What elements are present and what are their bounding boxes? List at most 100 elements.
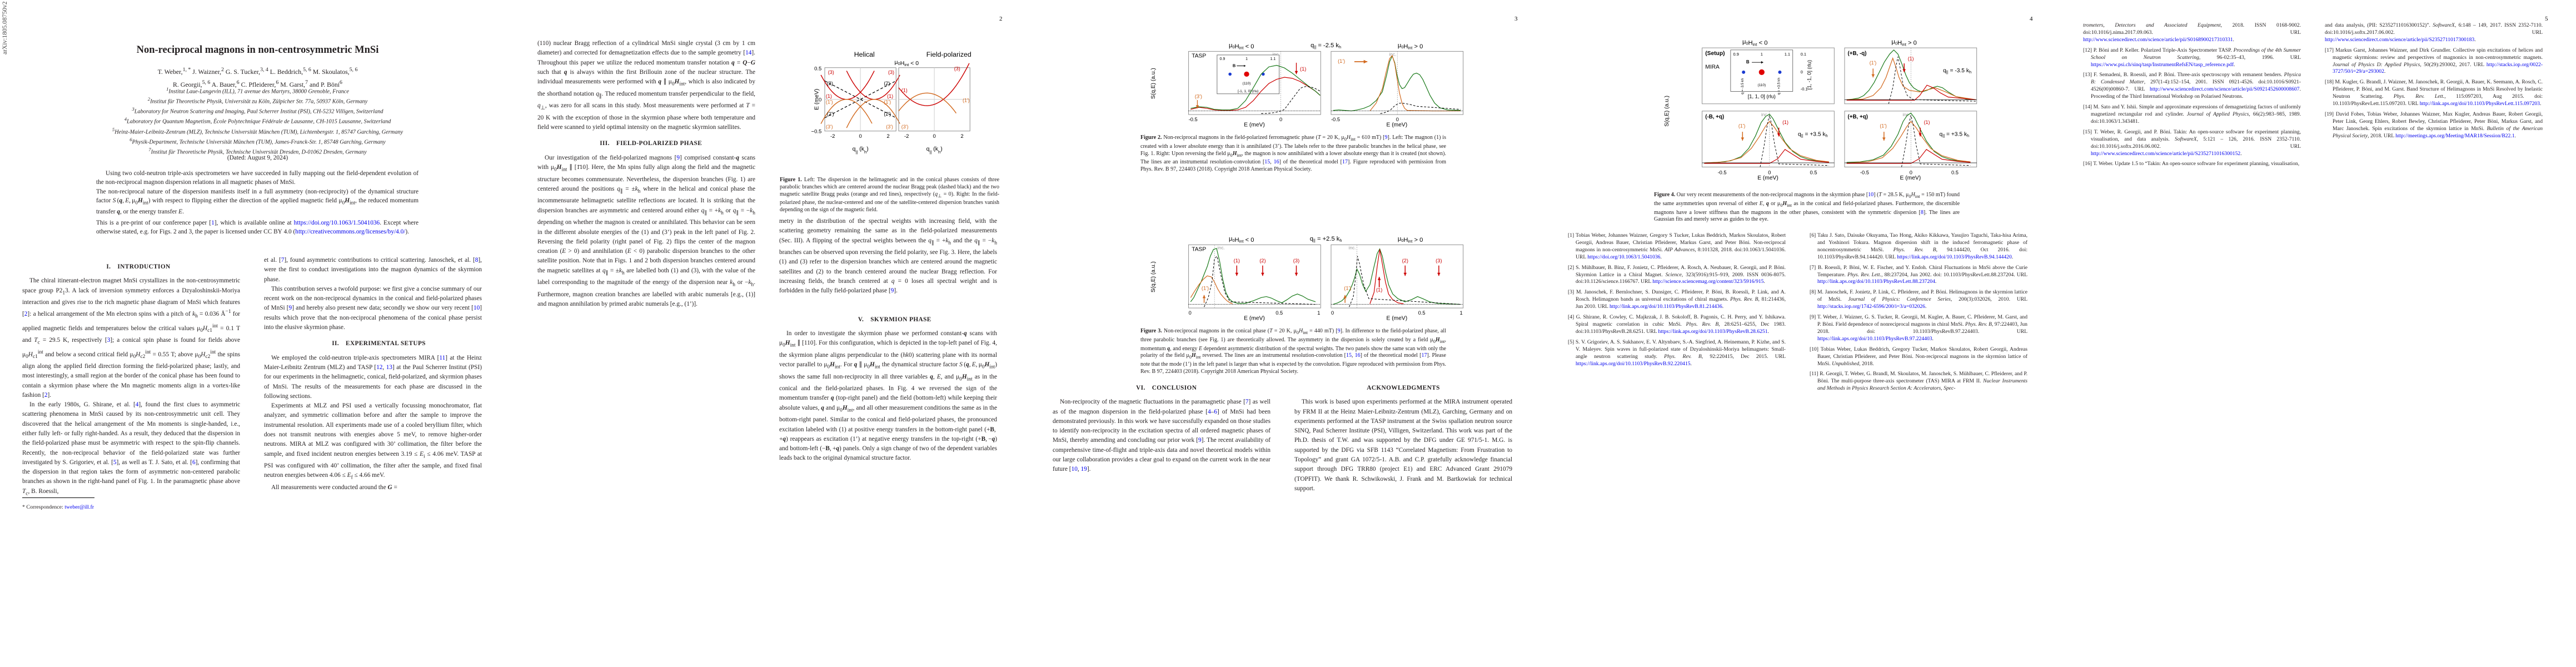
svg-text:B: B [1233,63,1236,68]
svg-text:1: 1 [1761,52,1763,57]
svg-text:inc.: inc. [1218,245,1225,251]
svg-text:S(q,E) (a.u.): S(q,E) (a.u.) [1150,261,1157,292]
svg-text:(2): (2) [827,81,833,86]
svg-text:q|| = +3.5 kh: q|| = +3.5 kh [1940,132,1970,138]
svg-text:(3): (3) [1293,258,1299,263]
svg-text:0: 0 [859,133,861,140]
svg-text:E (meV): E (meV) [1900,175,1921,181]
svg-text:(3): (3) [954,66,960,72]
svg-text:inc.: inc. [1349,245,1356,251]
svg-text:0.9: 0.9 [1733,52,1739,57]
svg-text:Helical: Helical [854,51,875,58]
svg-text:(1'): (1') [963,98,970,103]
svg-text:(1'): (1') [1880,123,1887,129]
svg-text:0.1: 0.1 [1801,52,1806,57]
svg-text:-0.5: -0.5 [1189,117,1198,122]
svg-text:(-B, +q): (-B, +q) [1705,114,1724,120]
svg-text:1: 1 [1460,310,1463,316]
svg-text:E (meV): E (meV) [1244,122,1265,128]
svg-text:(3'): (3') [1195,93,1202,99]
svg-text:S(q,E) (a.u.): S(q,E) (a.u.) [1150,68,1157,99]
svg-text:inc.: inc. [1761,112,1768,117]
svg-text:μ0Hint > 0: μ0Hint > 0 [1398,42,1423,51]
svg-text:μ0Hint < 0: μ0Hint < 0 [1229,42,1254,51]
svg-text:S(q,E) (a.u.): S(q,E) (a.u.) [1664,96,1670,127]
svg-text:(3): (3) [888,69,894,75]
svg-text:(1): (1) [1300,66,1306,72]
svg-text:0: 0 [1331,310,1334,316]
svg-text:(1'): (1') [1202,285,1209,291]
svg-text:(2): (2) [1259,258,1265,263]
svg-text:[-1, 1, 0] (rlu): [-1, 1, 0] (rlu) [1238,89,1258,93]
svg-text:(+B, -q): (+B, -q) [1848,51,1867,57]
svg-text:−0.5: −0.5 [811,129,822,135]
svg-text:1.1: 1.1 [1785,52,1790,57]
svg-text:(110): (110) [1243,82,1251,86]
svg-text:0: 0 [933,133,935,140]
svg-text:q|| = +2.5 kh: q|| = +2.5 kh [1310,236,1342,243]
svg-text:(1): (1) [1924,120,1930,125]
svg-text:E (meV): E (meV) [1244,316,1265,322]
svg-text:q|| = -3.5 kh: q|| = -3.5 kh [1943,68,1971,74]
svg-text:(3'): (3') [886,124,893,130]
svg-text:TASP: TASP [1192,247,1206,253]
svg-text:E (meV): E (meV) [1387,122,1408,128]
svg-text:0: 0 [1279,117,1282,122]
svg-text:B: B [1746,59,1750,64]
svg-text:(3'): (3') [901,124,909,130]
svg-text:(1): (1) [1234,258,1240,263]
svg-text:q|| (kh): q|| (kh) [853,146,869,155]
svg-text:0.5: 0.5 [1275,310,1283,316]
svg-text:(1'): (1') [1870,60,1877,66]
svg-text:1: 1 [1317,310,1320,316]
svg-text:[1, -1, 0] (rlu): [1, -1, 0] (rlu) [1806,60,1812,89]
svg-text:(1): (1) [1376,287,1382,292]
svg-text:E (meV): E (meV) [1757,175,1778,181]
svg-text:0.9: 0.9 [1220,57,1225,61]
svg-text:0.5: 0.5 [1810,170,1817,176]
svg-text:-2: -2 [830,133,835,140]
svg-text:μ0Hint < 0: μ0Hint < 0 [894,59,919,67]
svg-text:q|| = +3.5 kh: q|| = +3.5 kh [1798,132,1828,138]
svg-text:(2'): (2') [827,111,834,117]
svg-text:(1): (1) [1782,120,1788,125]
svg-text:μ0Hint > 0: μ0Hint > 0 [1891,39,1916,47]
svg-text:(1): (1) [901,87,908,93]
svg-text:(2): (2) [884,81,890,86]
svg-text:q = +3.5 kℎ: q = +3.5 kℎ [1777,78,1781,95]
svg-text:0: 0 [1801,69,1803,74]
svg-text:(1'): (1') [1344,285,1351,291]
svg-text:Field-polarized: Field-polarized [926,51,971,58]
svg-text:E (meV): E (meV) [814,89,820,110]
svg-text:(1): (1) [887,93,893,99]
svg-text:-0.5: -0.5 [1860,170,1869,176]
svg-text:0: 0 [1189,310,1192,316]
svg-text:E (meV): E (meV) [1387,316,1408,322]
svg-text:0.5: 0.5 [1951,170,1959,176]
svg-text:-0.5: -0.5 [1718,170,1727,176]
svg-text:(Setup): (Setup) [1705,51,1725,57]
svg-text:TASP: TASP [1192,53,1206,59]
svg-text:μ0Hint > 0: μ0Hint > 0 [1398,236,1423,244]
svg-text:-2: -2 [904,133,909,140]
svg-text:0.5: 0.5 [814,66,821,72]
svg-text:μ0Hint < 0: μ0Hint < 0 [1229,236,1254,244]
svg-text:(2): (2) [1402,258,1408,263]
svg-text:(3): (3) [1436,258,1442,263]
svg-text:(110): (110) [1757,83,1766,87]
svg-text:q|| = -2.5 kh: q|| = -2.5 kh [1311,42,1341,49]
svg-text:(1'): (1') [884,99,891,104]
svg-text:1.1: 1.1 [1270,57,1276,61]
svg-text:1: 1 [1245,57,1248,61]
svg-text:-0.5: -0.5 [1331,117,1340,122]
svg-text:μ0Hint < 0: μ0Hint < 0 [1742,39,1767,47]
svg-text:(+B, +q): (+B, +q) [1848,114,1868,120]
svg-text:(1'): (1') [1738,123,1746,129]
svg-text:(3'): (3') [826,124,833,130]
svg-text:q = -3.5 kℎ: q = -3.5 kℎ [1741,78,1745,94]
svg-text:(1'): (1') [826,99,833,104]
svg-text:[1, 1, 0] (rlu): [1, 1, 0] (rlu) [1748,94,1776,99]
svg-text:MIRA: MIRA [1705,64,1720,70]
svg-text:(1): (1) [1908,56,1914,61]
svg-text:(2'): (2') [884,111,891,117]
